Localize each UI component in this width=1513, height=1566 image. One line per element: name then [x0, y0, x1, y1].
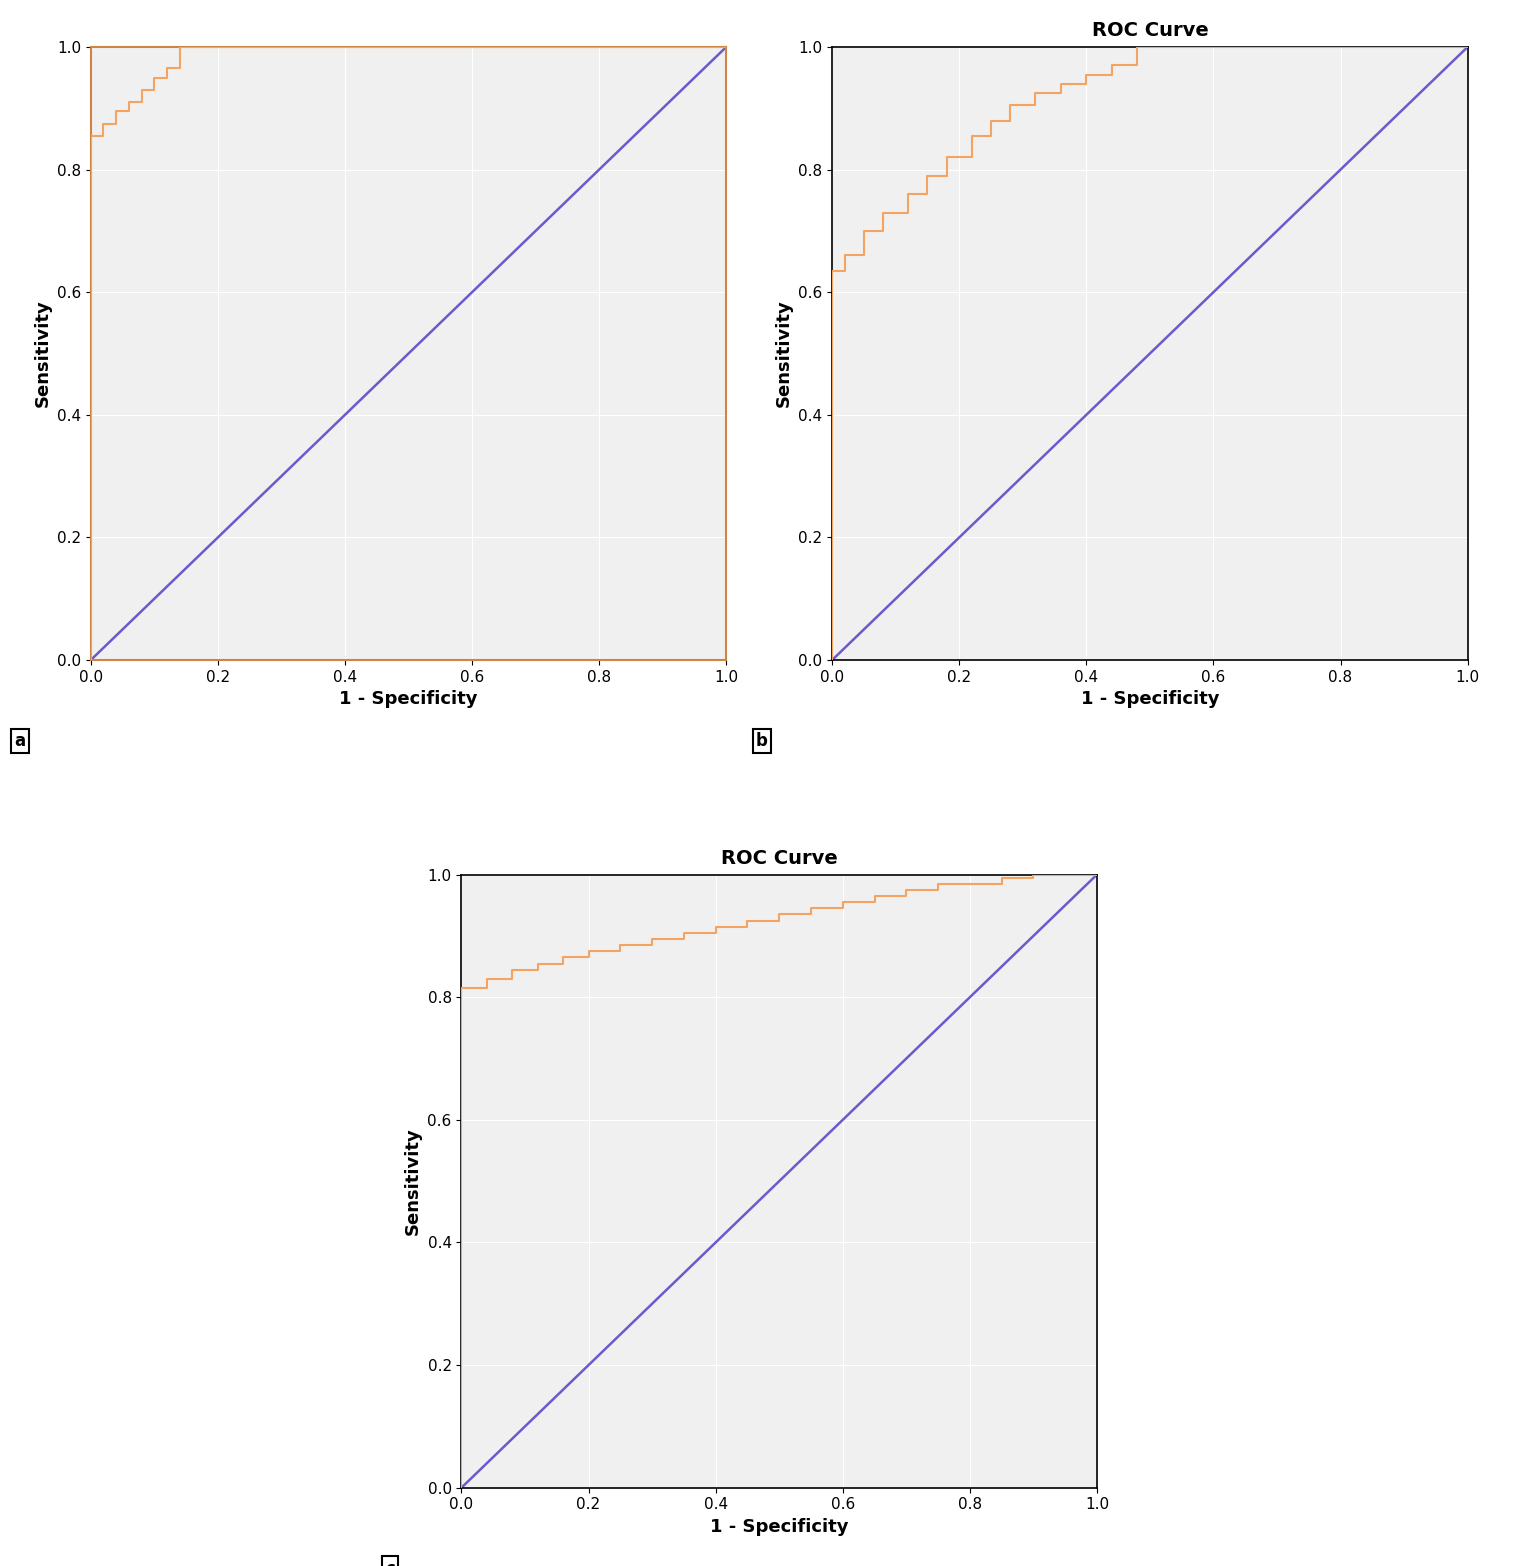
Y-axis label: Sensitivity: Sensitivity — [33, 299, 51, 407]
Text: b: b — [756, 731, 767, 750]
X-axis label: 1 - Specificity: 1 - Specificity — [339, 691, 478, 708]
Title: ROC Curve: ROC Curve — [1091, 20, 1209, 39]
Text: a: a — [15, 731, 26, 750]
X-axis label: 1 - Specificity: 1 - Specificity — [1080, 691, 1219, 708]
Text: c: c — [386, 1560, 395, 1566]
X-axis label: 1 - Specificity: 1 - Specificity — [710, 1517, 849, 1536]
Title: ROC Curve: ROC Curve — [720, 849, 838, 868]
Y-axis label: Sensitivity: Sensitivity — [775, 299, 793, 407]
Y-axis label: Sensitivity: Sensitivity — [404, 1128, 422, 1236]
